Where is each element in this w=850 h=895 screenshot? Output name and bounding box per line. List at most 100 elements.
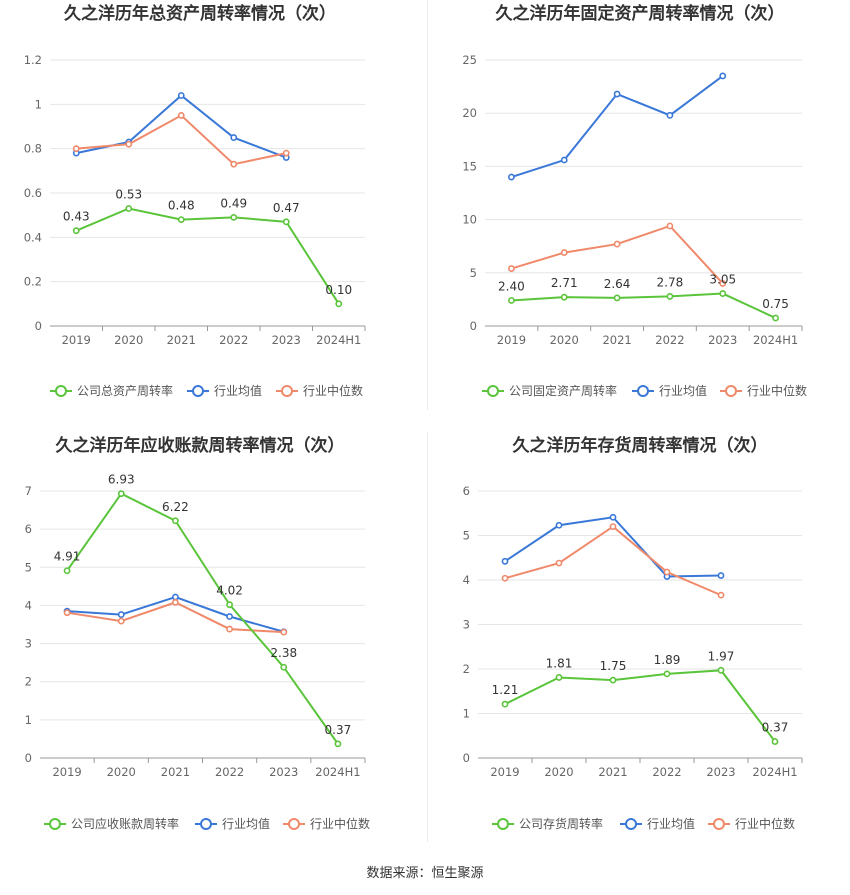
legend-circle-icon [625,818,637,830]
data-point-median [609,523,617,530]
y-tick-label: 1 [25,713,32,727]
data-label: 0.10 [325,283,352,297]
data-label: 1.81 [546,656,573,670]
x-tick-label: 2020 [114,333,143,347]
chart-title: 久之洋历年存货周转率情况（次） [513,435,768,456]
chart-title: 久之洋历年固定资产周转率情况（次） [496,3,785,24]
data-point-company [609,676,617,684]
data-point-median [172,598,179,606]
x-tick-label: 2021 [161,765,190,779]
y-tick-label: 3 [463,618,470,632]
data-label: 2.64 [604,277,631,291]
legend-label: 行业均值 [647,816,695,831]
data-point-median [72,145,80,153]
legend-label: 行业均值 [222,816,270,831]
data-label: 2.40 [498,279,525,293]
legend-label: 行业均值 [659,383,707,398]
legend-circle-icon [288,818,300,830]
y-tick-label: 1.2 [24,53,42,67]
y-tick-label: 0.8 [24,142,42,156]
data-label: 0.75 [762,297,789,311]
data-point-company [666,293,674,300]
x-tick-label: 2024H1 [752,765,797,779]
data-point-company [177,216,185,223]
data-label: 0.37 [762,721,789,735]
y-tick-label: 15 [462,159,477,173]
data-point-avg [666,111,674,119]
data-point-avg [230,134,238,141]
legend-circle-icon [49,818,61,830]
data-point-company [719,290,727,297]
data-point-company [230,213,238,221]
data-point-median [508,265,515,272]
x-tick-label: 2023 [272,333,301,347]
series-line-median [504,525,722,597]
data-point-company [172,517,179,525]
data-point-company [560,293,568,301]
legend-label: 公司总资产周转率 [77,383,173,398]
legend-circle-icon [487,385,499,397]
y-tick-label: 4 [463,573,470,587]
data-point-avg [172,593,179,601]
y-tick-label: 25 [462,53,477,67]
data-point-avg [177,92,185,99]
x-tick-label: 2021 [602,333,631,347]
chart-panel-1: 久之洋历年总资产周转率情况（次） 0 0.2 0.4 0.6 0.8 1 1.2 2019 202… [24,3,366,398]
y-tick-label: 6 [25,522,32,536]
data-point-company [282,218,290,226]
data-point-avg [719,72,727,80]
data-point-avg [613,90,621,98]
y-tick-label: 4 [25,598,32,612]
series-line-company [504,669,776,743]
data-point-company [555,674,563,681]
x-tick-label: 2020 [550,333,579,347]
data-point-median [663,568,671,576]
x-tick-label: 2022 [219,333,248,347]
data-point-company [226,601,233,609]
legend-circle-icon [713,818,725,830]
data-point-company [72,227,80,235]
chart-title: 久之洋历年总资产周转率情况（次） [64,3,336,24]
y-tick-label: 0 [35,319,42,333]
data-label: 0.37 [325,723,352,737]
panel-divider [427,0,428,410]
legend-circle-icon [281,385,293,397]
legend-circle-icon [200,818,212,830]
data-label: 0.43 [63,210,90,224]
data-point-median [125,140,133,148]
data-label: 2.38 [270,646,297,660]
series-line-company [75,207,340,305]
data-point-company [772,314,779,322]
data-point-company [501,700,509,708]
y-tick-label: 0 [25,751,32,765]
data-label: 0.48 [168,199,195,213]
data-point-company [334,740,342,748]
x-tick-label: 2019 [52,765,81,779]
data-label: 4.02 [216,584,243,598]
x-tick-label: 2023 [269,765,298,779]
data-label: 6.93 [108,473,135,487]
data-label: 3.05 [709,273,736,287]
x-tick-label: 2019 [497,333,526,347]
data-label: 6.22 [162,500,189,514]
data-point-company [117,490,125,498]
data-point-median [717,591,725,599]
data-label: 1.89 [654,653,681,667]
data-point-avg [117,611,125,618]
data-point-median [555,559,563,567]
legend-label: 行业中位数 [735,816,795,831]
x-tick-label: 2024H1 [316,333,361,347]
data-point-company [63,567,71,575]
data-point-median [280,628,288,636]
y-tick-label: 7 [25,484,32,498]
x-tick-label: 2022 [215,765,244,779]
y-tick-label: 0.6 [24,186,42,200]
data-label: 0.47 [273,201,300,215]
x-tick-label: 2022 [655,333,684,347]
data-point-company [335,300,343,308]
data-point-median [719,280,727,287]
series-line-company [511,292,777,319]
data-point-company [613,294,621,302]
